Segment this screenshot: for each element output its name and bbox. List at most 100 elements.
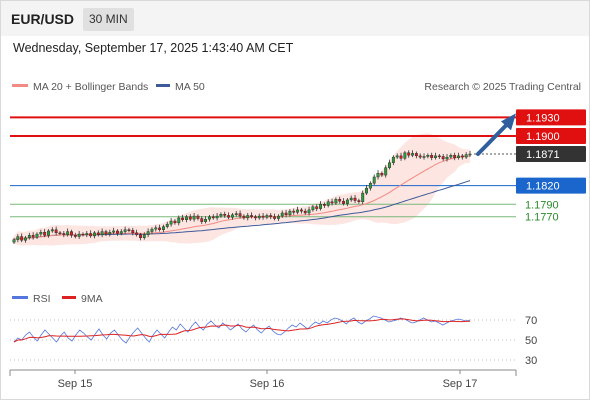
candle [353, 197, 357, 201]
candle [54, 229, 58, 234]
candle [322, 204, 326, 206]
candle [269, 215, 273, 217]
candle [276, 215, 280, 219]
candle [139, 234, 142, 238]
candle [73, 235, 77, 237]
rsi-tick-label: 30 [525, 355, 537, 367]
candle [292, 210, 296, 213]
candle [414, 153, 418, 157]
ma50-legend-label: MA 50 [175, 81, 205, 93]
candle [460, 155, 464, 158]
candle [47, 230, 50, 236]
candle [112, 230, 116, 233]
candle [464, 154, 468, 158]
candle [135, 232, 139, 235]
candle [123, 229, 127, 232]
ma20-legend-label: MA 20 + Bollinger Bands [33, 81, 148, 93]
candle [242, 215, 246, 219]
candle [349, 197, 353, 201]
candle [357, 200, 361, 202]
candle [307, 209, 311, 214]
candle [257, 215, 261, 219]
candle [311, 206, 315, 211]
candle [20, 236, 24, 241]
candle [227, 215, 231, 218]
candle [93, 232, 96, 237]
candle [108, 232, 112, 235]
timeframe-badge[interactable]: 30 MIN [83, 8, 134, 31]
ma50-legend-swatch [156, 84, 170, 87]
support-label: 1.1790 [525, 199, 559, 211]
candle [422, 156, 426, 158]
candle [457, 155, 460, 158]
candle [441, 156, 445, 160]
rsi-legend-label: RSI [33, 293, 51, 305]
rsi-panel: 70 50 30 [10, 315, 537, 367]
candle [234, 213, 238, 216]
candle [299, 209, 303, 212]
candle [376, 173, 380, 178]
candle [154, 227, 158, 230]
candle [437, 155, 441, 158]
candle [58, 232, 62, 235]
header-bar: EUR/USD 30 MIN [1, 1, 589, 36]
candle [434, 155, 437, 158]
candle [250, 215, 254, 217]
candle [77, 233, 81, 237]
projection-arrow-shaft [476, 121, 510, 156]
x-axis-labels: Sep 15 Sep 16 Sep 17 [58, 370, 478, 390]
candle [62, 233, 66, 235]
candle [173, 220, 177, 224]
rsi-ma-line [13, 318, 471, 343]
candle [261, 215, 265, 218]
candle [158, 227, 162, 230]
candle [185, 216, 188, 220]
candle [445, 156, 449, 160]
candle [411, 153, 414, 156]
candle [365, 187, 368, 194]
candle [468, 153, 472, 156]
candle [288, 210, 292, 216]
bollinger-band [14, 133, 470, 246]
rsi-tick-label: 70 [525, 315, 537, 327]
candle [253, 216, 257, 219]
candle [177, 217, 181, 224]
candle [85, 233, 89, 235]
candle [426, 155, 430, 157]
candle [280, 212, 284, 217]
candle [384, 167, 388, 176]
support-label: 1.1770 [525, 212, 559, 224]
ma9-legend-label: 9MA [81, 293, 103, 305]
projection-arrow [476, 113, 516, 156]
candle [100, 231, 104, 235]
candle [338, 199, 342, 202]
candle [169, 220, 173, 225]
candle [399, 155, 403, 159]
candle [31, 235, 35, 238]
resistance-label: 1.1930 [526, 112, 560, 124]
candle [388, 162, 391, 168]
candle [146, 231, 150, 235]
candle [165, 223, 169, 227]
candle [81, 233, 85, 236]
candle [127, 229, 131, 231]
candle [230, 214, 234, 218]
projection-arrow-head [501, 113, 516, 131]
candle [219, 214, 223, 217]
candle [116, 230, 119, 234]
candle [24, 237, 27, 241]
candle [449, 155, 453, 158]
x-axis-label: Sep 15 [58, 378, 93, 390]
candle [150, 228, 154, 232]
candle [104, 231, 108, 235]
candle [319, 204, 322, 209]
candle [181, 217, 185, 220]
x-axis-label: Sep 17 [443, 378, 478, 390]
candle [380, 173, 384, 176]
rsi-line [13, 315, 471, 344]
resistance-label-box [516, 109, 586, 126]
candle [403, 152, 407, 159]
